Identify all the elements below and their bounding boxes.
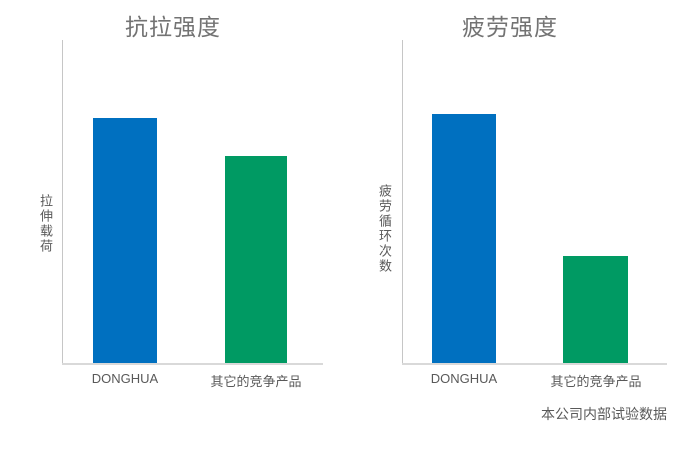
category-label-donghua-fatigue: DONGHUA [430, 371, 498, 386]
category-label-competitor-fatigue: 其它的竞争产品 [550, 374, 642, 389]
chart-title-fatigue: 疲劳强度 [462, 14, 558, 40]
footnote-internal-test-data: 本公司内部试验数据 [541, 406, 667, 422]
bar-donghua-fatigue [432, 114, 496, 363]
chart-title-tensile: 抗拉强度 [125, 14, 221, 40]
y-axis-label-tensile: 拉伸载荷 [38, 194, 53, 254]
plot-area-tensile [62, 40, 323, 363]
plot-area-fatigue [402, 40, 667, 363]
x-axis-line-tensile [62, 363, 323, 365]
bar-donghua-tensile [93, 118, 157, 363]
x-axis-line-fatigue [402, 363, 667, 365]
bar-competitor-fatigue [563, 256, 628, 363]
y-axis-line-fatigue [402, 40, 403, 364]
bar-competitor-tensile [225, 156, 287, 363]
category-label-competitor-tensile: 其它的竞争产品 [210, 374, 302, 389]
y-axis-label-fatigue: 疲劳循环次数 [377, 184, 392, 274]
y-axis-line-tensile [62, 40, 63, 364]
category-label-donghua-tensile: DONGHUA [91, 371, 159, 386]
